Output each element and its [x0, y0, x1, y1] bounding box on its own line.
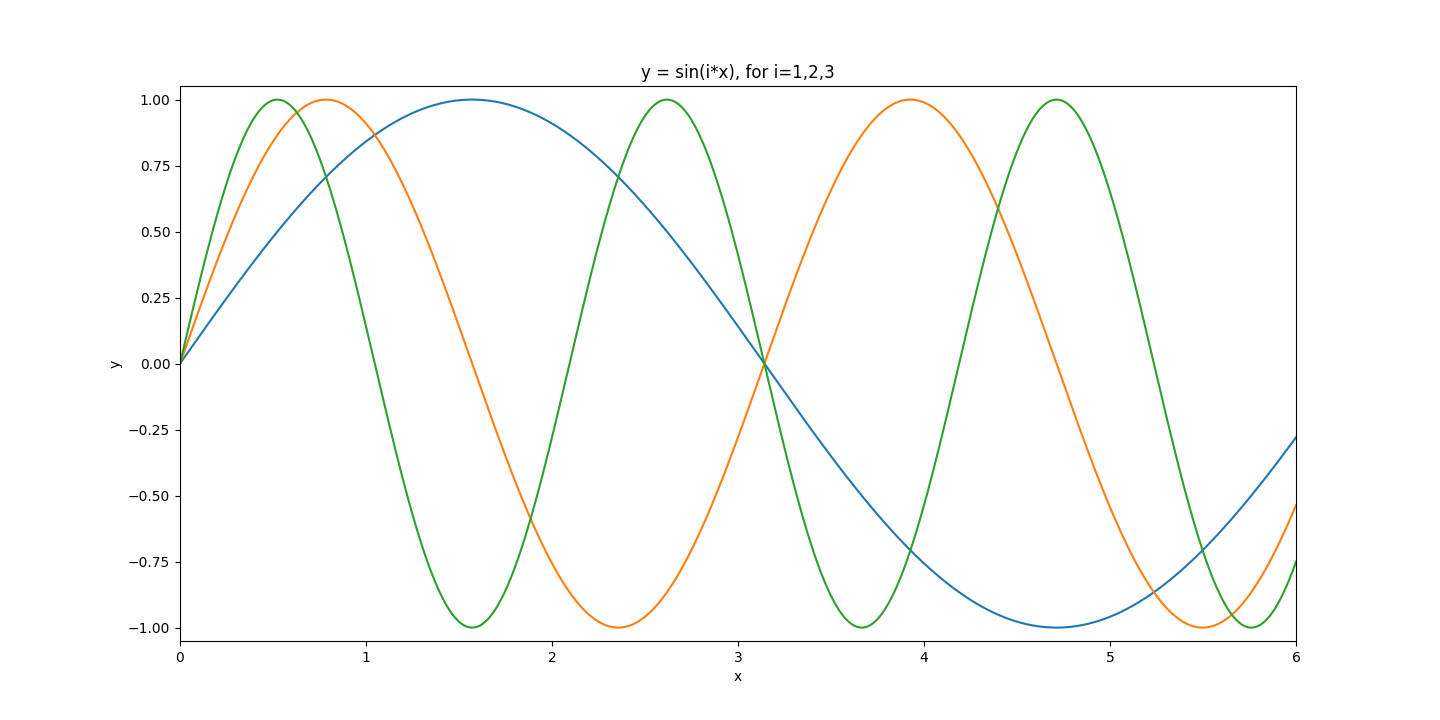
Title: y = sin(i*x), for i=1,2,3: y = sin(i*x), for i=1,2,3 — [641, 64, 835, 82]
X-axis label: x: x — [734, 670, 742, 684]
Y-axis label: y: y — [108, 359, 122, 368]
